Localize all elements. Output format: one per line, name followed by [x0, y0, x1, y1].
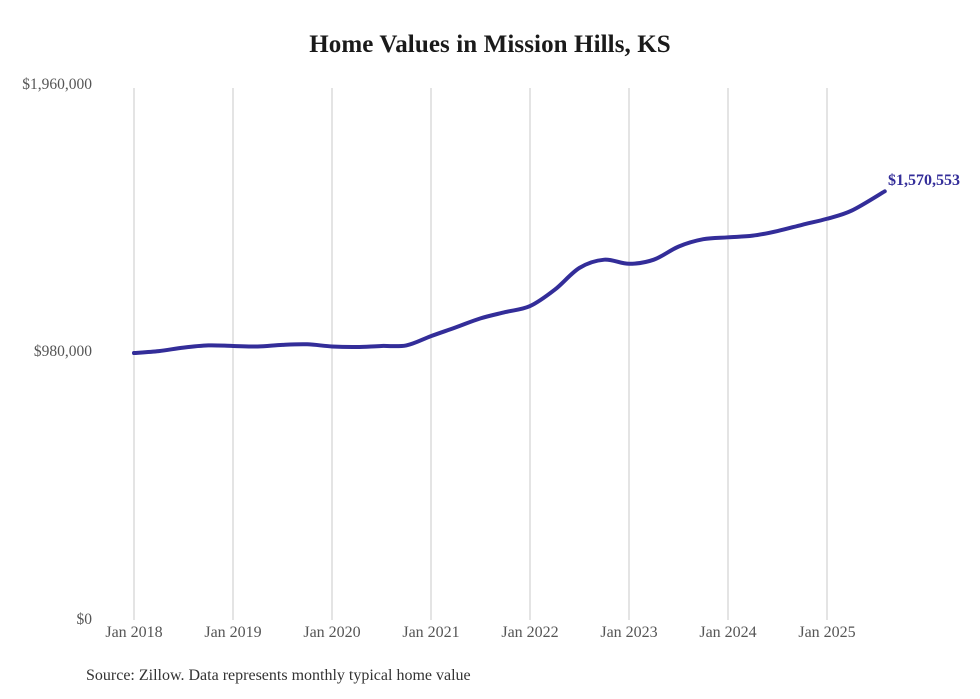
chart-title: Home Values in Mission Hills, KS [309, 31, 671, 58]
x-tick-label: Jan 2019 [204, 624, 262, 641]
y-tick-label-max: $1,960,000 [22, 76, 92, 93]
x-tick-label: Jan 2020 [303, 624, 361, 641]
home-value-series-line [132, 189, 887, 356]
y-axis-tick-labels: $1,960,000 $980,000 $0 [0, 0, 92, 699]
x-tick-label: Jan 2022 [501, 624, 559, 641]
y-tick-label-zero: $0 [76, 611, 93, 628]
source-note: Source: Zillow. Data represents monthly … [86, 667, 471, 684]
x-tick-label: Jan 2025 [798, 624, 856, 641]
x-tick-label: Jan 2021 [402, 624, 460, 641]
x-tick-label: Jan 2018 [105, 624, 163, 641]
x-tick-label: Jan 2023 [600, 624, 658, 641]
vertical-gridlines [133, 88, 828, 620]
end-value-label: $1,570,553 [888, 172, 960, 189]
x-tick-label: Jan 2024 [699, 624, 757, 641]
y-tick-label-mid: $980,000 [33, 343, 92, 360]
